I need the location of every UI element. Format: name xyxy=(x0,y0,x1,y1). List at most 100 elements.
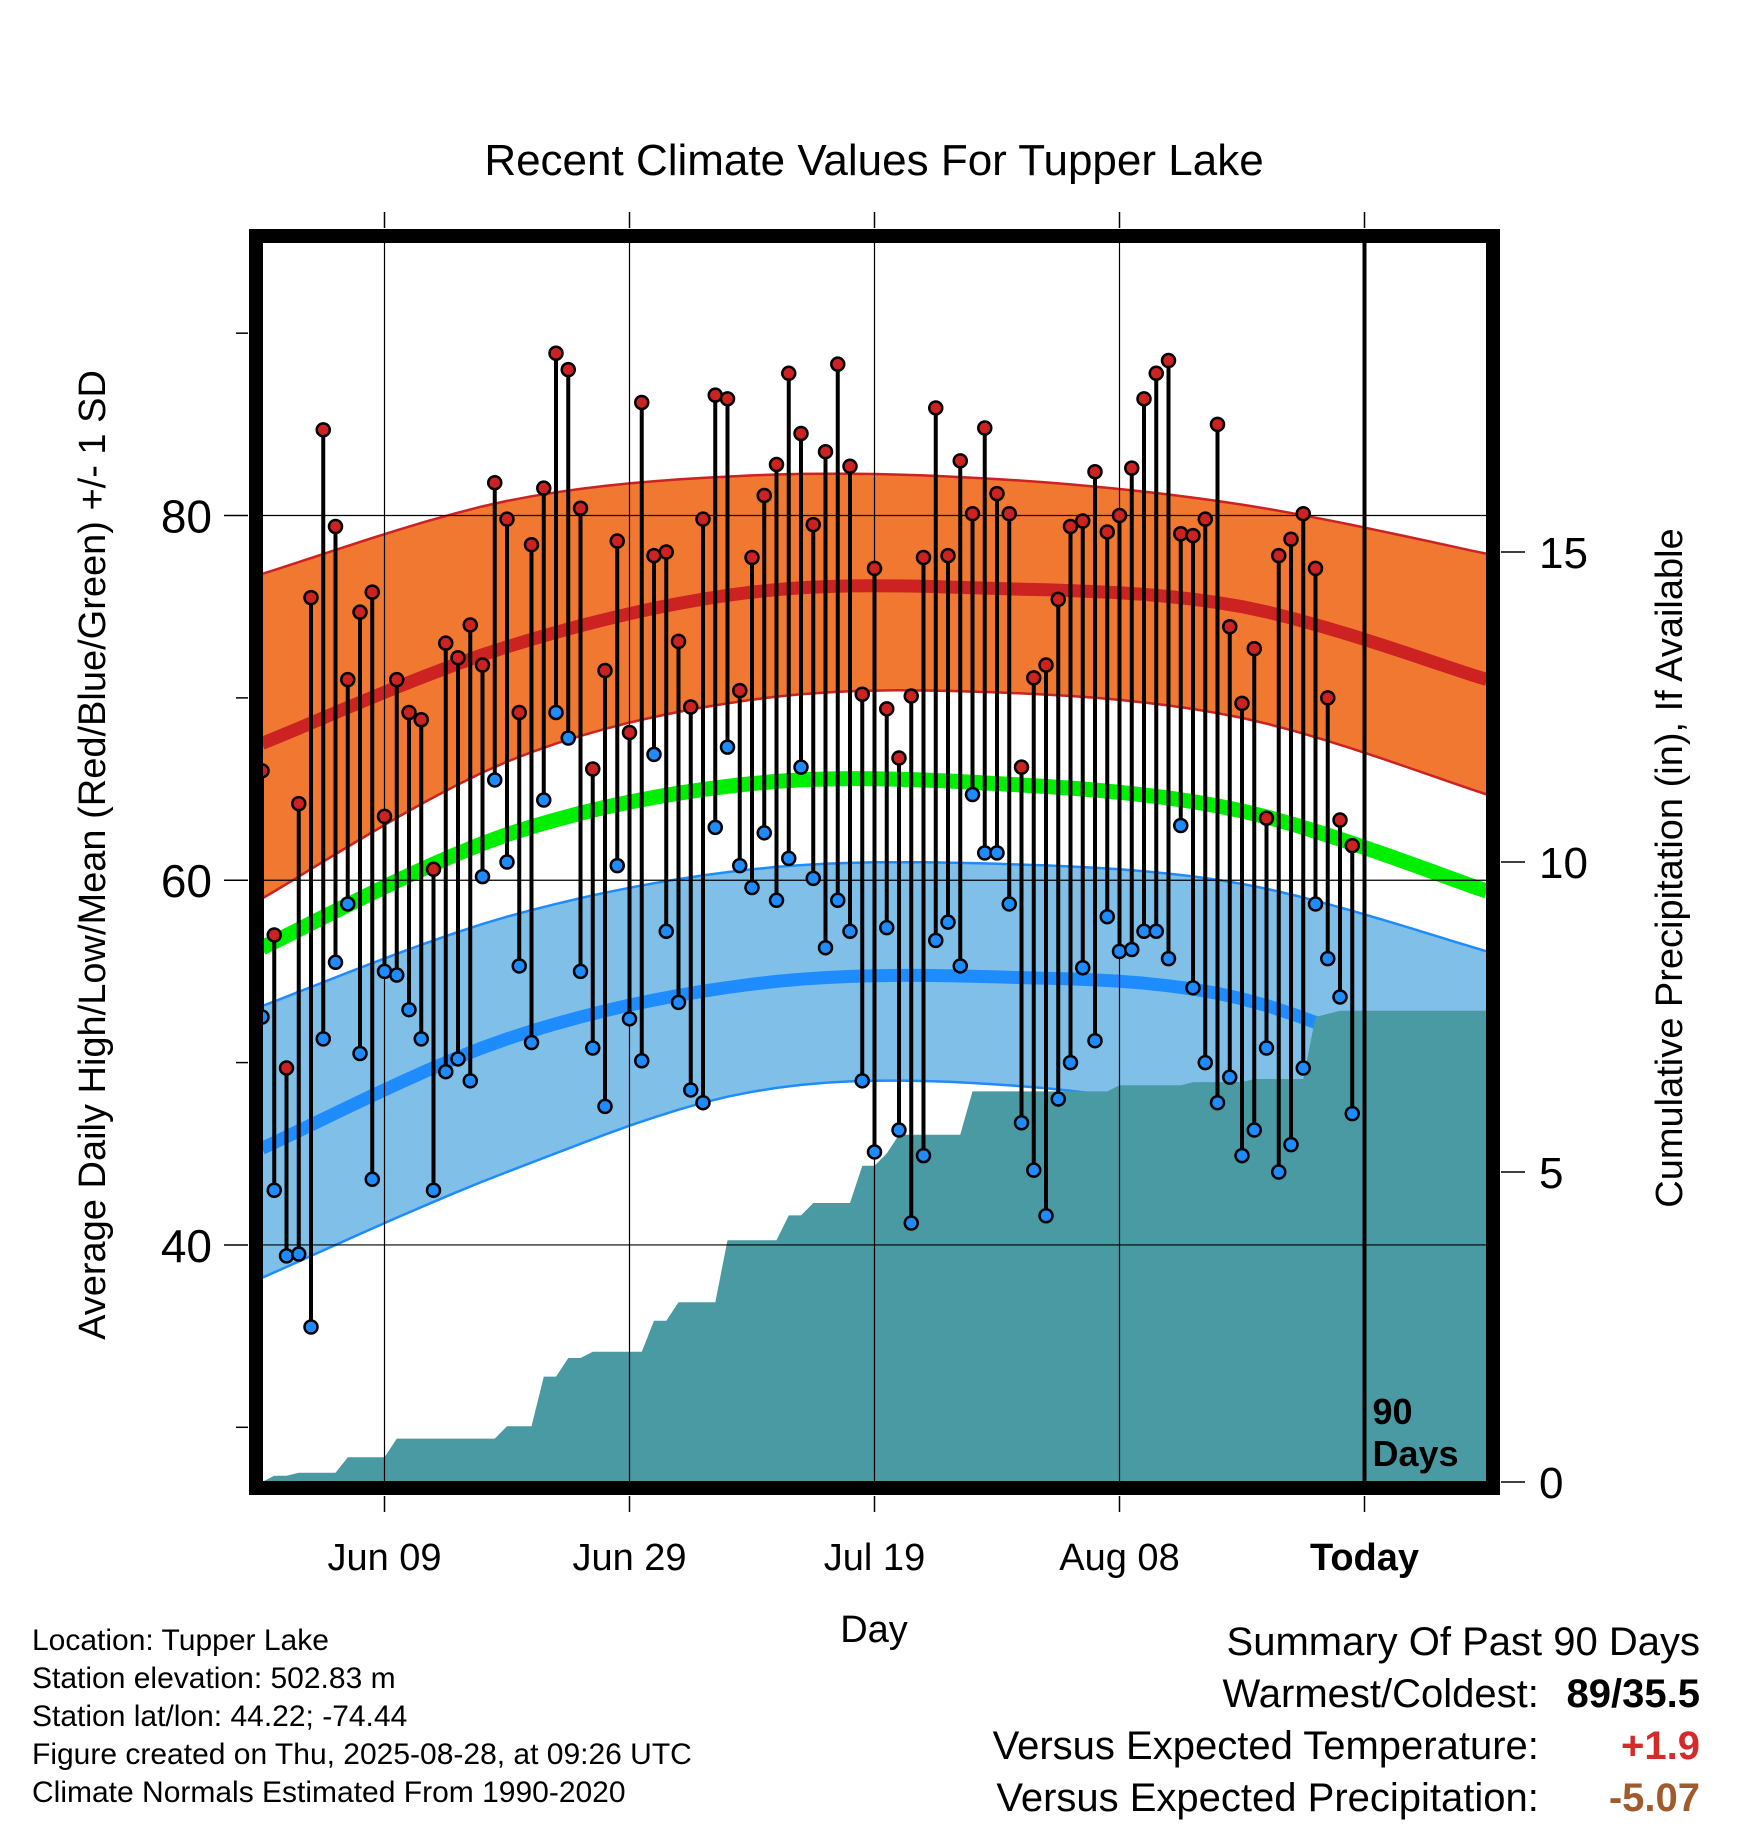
high-point xyxy=(1099,524,1115,540)
low-point xyxy=(658,923,674,940)
high-point xyxy=(793,425,809,442)
high-point xyxy=(572,500,589,516)
low-point xyxy=(940,914,956,930)
high-point xyxy=(940,547,956,564)
high-point xyxy=(634,394,650,411)
high-point xyxy=(389,671,405,688)
summary-precip-value: -5.07 xyxy=(1608,1776,1700,1820)
high-point xyxy=(1124,460,1140,476)
high-point xyxy=(291,795,307,812)
high-point xyxy=(1185,527,1201,544)
high-point xyxy=(830,356,846,372)
chart-title: Recent Climate Values For Tupper Lake xyxy=(484,136,1263,185)
high-point xyxy=(1283,531,1299,547)
low-point xyxy=(609,857,625,874)
x-axis-label: Day xyxy=(840,1609,908,1651)
high-point xyxy=(1258,810,1275,826)
low-point xyxy=(597,1098,613,1115)
high-point xyxy=(1111,507,1128,524)
low-point xyxy=(989,845,1005,861)
low-point xyxy=(450,1051,466,1067)
low-point xyxy=(842,923,858,940)
low-point xyxy=(536,792,552,808)
y-axis-label-left: Average Daily High/Low/Mean (Red/Blue/Gr… xyxy=(72,370,114,1340)
low-point xyxy=(1246,1122,1262,1138)
right-y-tick-label: 5 xyxy=(1539,1149,1563,1198)
summary-warmest-label: Warmest/Coldest: xyxy=(1222,1672,1539,1716)
high-point xyxy=(621,724,638,741)
low-point xyxy=(389,967,405,983)
high-point xyxy=(536,480,552,496)
right-y-tick-label: 0 xyxy=(1539,1459,1563,1508)
summary-temp-value: +1.9 xyxy=(1621,1724,1700,1768)
low-point xyxy=(756,825,772,841)
today-days-label: 90 xyxy=(1373,1391,1413,1432)
low-point xyxy=(695,1094,711,1111)
high-point xyxy=(1295,505,1311,522)
low-point xyxy=(1026,1162,1042,1178)
low-point xyxy=(1222,1069,1238,1085)
low-point xyxy=(1050,1091,1066,1107)
low-point xyxy=(1258,1040,1275,1056)
low-point xyxy=(1271,1164,1287,1180)
low-point xyxy=(425,1182,442,1198)
low-point xyxy=(340,896,356,912)
x-tick-label: Jun 29 xyxy=(572,1537,686,1579)
high-point xyxy=(1307,560,1324,577)
low-point xyxy=(1209,1094,1226,1111)
high-point xyxy=(585,761,601,777)
high-point xyxy=(499,511,515,527)
low-point xyxy=(462,1073,478,1089)
today-days-label: Days xyxy=(1373,1433,1459,1474)
high-point xyxy=(1344,837,1360,854)
high-point xyxy=(915,549,932,566)
high-point xyxy=(732,682,748,699)
high-point xyxy=(1062,518,1079,535)
low-point xyxy=(634,1053,650,1069)
high-point xyxy=(523,536,540,553)
info-latlon: Station lat/lon: 44.22; -74.44 xyxy=(32,1700,408,1733)
high-point xyxy=(1013,759,1030,775)
high-point xyxy=(511,704,527,721)
high-point xyxy=(891,750,907,766)
low-point xyxy=(572,963,589,980)
high-point xyxy=(303,589,319,606)
low-point xyxy=(866,1144,883,1160)
summary-warmest-value: 89/35.5 xyxy=(1566,1672,1700,1716)
low-point xyxy=(548,704,564,721)
low-point xyxy=(830,892,846,909)
high-point xyxy=(401,704,417,721)
low-point xyxy=(952,958,968,974)
low-point xyxy=(1173,817,1189,834)
info-created: Figure created on Thu, 2025-08-28, at 09… xyxy=(32,1738,692,1771)
x-tick-label: Jul 19 xyxy=(824,1537,925,1579)
low-point xyxy=(1038,1208,1054,1224)
low-point xyxy=(768,892,785,909)
high-point xyxy=(262,763,270,779)
low-point xyxy=(928,932,944,949)
low-point xyxy=(1185,980,1201,996)
low-point xyxy=(585,1040,601,1056)
high-point xyxy=(805,516,821,533)
high-point xyxy=(1038,657,1054,673)
high-point xyxy=(928,400,944,416)
low-point xyxy=(805,870,821,887)
low-point xyxy=(1332,989,1348,1005)
summary-temp-row: Versus Expected Temperature: +1.9 xyxy=(993,1724,1700,1769)
low-point xyxy=(1075,960,1091,976)
high-point xyxy=(977,420,993,436)
low-point xyxy=(719,739,736,755)
low-point xyxy=(1344,1105,1360,1122)
high-point xyxy=(989,485,1005,502)
summary-heading: Summary Of Past 90 Days xyxy=(1226,1620,1700,1664)
summary-precip-row: Versus Expected Precipitation: -5.07 xyxy=(996,1776,1700,1821)
high-point xyxy=(1001,505,1017,522)
left-y-tick-label: 60 xyxy=(161,855,212,907)
high-point xyxy=(695,511,711,527)
low-point xyxy=(413,1031,429,1047)
high-point xyxy=(450,650,466,666)
high-point xyxy=(658,544,674,560)
low-point xyxy=(915,1147,932,1164)
low-point xyxy=(1099,908,1115,925)
low-point xyxy=(621,1011,638,1027)
